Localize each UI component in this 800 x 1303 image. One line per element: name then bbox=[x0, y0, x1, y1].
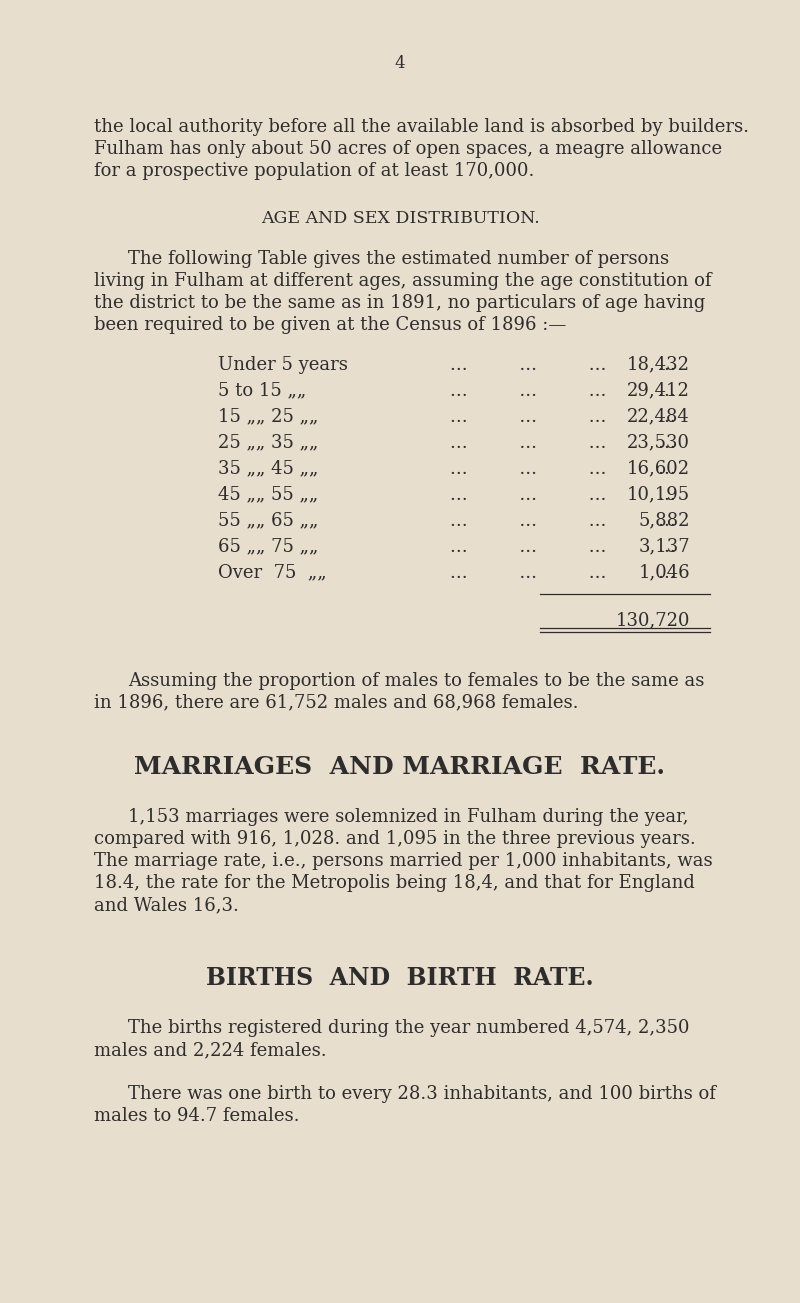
Text: 10,195: 10,195 bbox=[627, 486, 690, 503]
Text: the district to be the same as in 1891, no particulars of age having: the district to be the same as in 1891, … bbox=[94, 294, 706, 311]
Text: ...         ...         ...         ...: ... ... ... ... bbox=[450, 382, 676, 400]
Text: Fulham has only about 50 acres of open spaces, a meagre allowance: Fulham has only about 50 acres of open s… bbox=[94, 139, 722, 158]
Text: 23,530: 23,530 bbox=[627, 434, 690, 452]
Text: ...         ...         ...         ...: ... ... ... ... bbox=[450, 460, 676, 478]
Text: for a prospective population of at least 170,000.: for a prospective population of at least… bbox=[94, 162, 534, 180]
Text: 1,046: 1,046 bbox=[638, 564, 690, 581]
Text: 3,137: 3,137 bbox=[638, 538, 690, 555]
Text: living in Fulham at different ages, assuming the age constitution of: living in Fulham at different ages, assu… bbox=[94, 272, 711, 291]
Text: the local authority before all the available land is absorbed by builders.: the local authority before all the avail… bbox=[94, 119, 749, 136]
Text: ...         ...         ...         ...: ... ... ... ... bbox=[450, 564, 676, 581]
Text: 35 „„ 45 „„: 35 „„ 45 „„ bbox=[218, 460, 318, 478]
Text: and Wales 16,3.: and Wales 16,3. bbox=[94, 896, 239, 913]
Text: ...         ...         ...         ...: ... ... ... ... bbox=[450, 434, 676, 452]
Text: ...         ...         ...         ...: ... ... ... ... bbox=[450, 486, 676, 503]
Text: The births registered during the year numbered 4,574, 2,350: The births registered during the year nu… bbox=[128, 1019, 690, 1037]
Text: ...         ...         ...         ...: ... ... ... ... bbox=[450, 538, 676, 555]
Text: 18.4, the rate for the Metropolis being 18,4, and that for England: 18.4, the rate for the Metropolis being … bbox=[94, 874, 695, 893]
Text: The marriage rate, i.e., persons married per 1,000 inhabitants, was: The marriage rate, i.e., persons married… bbox=[94, 852, 713, 870]
Text: 22,484: 22,484 bbox=[627, 408, 690, 426]
Text: in 1896, there are 61,752 males and 68,968 females.: in 1896, there are 61,752 males and 68,9… bbox=[94, 693, 578, 711]
Text: 130,720: 130,720 bbox=[615, 611, 690, 629]
Text: Assuming the proportion of males to females to be the same as: Assuming the proportion of males to fema… bbox=[128, 671, 704, 689]
Text: The following Table gives the estimated number of persons: The following Table gives the estimated … bbox=[128, 250, 669, 268]
Text: Under 5 years: Under 5 years bbox=[218, 356, 348, 374]
Text: males to 94.7 females.: males to 94.7 females. bbox=[94, 1108, 299, 1126]
Text: compared with 916, 1,028. and 1,095 in the three previous years.: compared with 916, 1,028. and 1,095 in t… bbox=[94, 830, 696, 848]
Text: ...         ...         ...         ...: ... ... ... ... bbox=[450, 356, 676, 374]
Text: 5,882: 5,882 bbox=[638, 512, 690, 529]
Text: ...         ...         ...         ...: ... ... ... ... bbox=[450, 512, 676, 529]
Text: BIRTHS  AND  BIRTH  RATE.: BIRTHS AND BIRTH RATE. bbox=[206, 967, 594, 990]
Text: 16,602: 16,602 bbox=[627, 460, 690, 478]
Text: 15 „„ 25 „„: 15 „„ 25 „„ bbox=[218, 408, 318, 426]
Text: Over  75  „„: Over 75 „„ bbox=[218, 564, 326, 581]
Text: 18,432: 18,432 bbox=[627, 356, 690, 374]
Text: MARRIAGES  AND MARRIAGE  RATE.: MARRIAGES AND MARRIAGE RATE. bbox=[134, 756, 666, 779]
Text: 55 „„ 65 „„: 55 „„ 65 „„ bbox=[218, 512, 318, 529]
Text: AGE AND SEX DISTRIBUTION.: AGE AND SEX DISTRIBUTION. bbox=[261, 210, 539, 228]
Text: males and 2,224 females.: males and 2,224 females. bbox=[94, 1041, 326, 1059]
Text: 5 to 15 „„: 5 to 15 „„ bbox=[218, 382, 306, 400]
Text: been required to be given at the Census of 1896 :—: been required to be given at the Census … bbox=[94, 317, 566, 334]
Text: 4: 4 bbox=[394, 55, 406, 72]
Text: 25 „„ 35 „„: 25 „„ 35 „„ bbox=[218, 434, 318, 452]
Text: 29,412: 29,412 bbox=[627, 382, 690, 400]
Text: ...         ...         ...         ...: ... ... ... ... bbox=[450, 408, 676, 426]
Text: 65 „„ 75 „„: 65 „„ 75 „„ bbox=[218, 538, 318, 555]
Text: 45 „„ 55 „„: 45 „„ 55 „„ bbox=[218, 486, 318, 503]
Text: 1,153 marriages were solemnized in Fulham during the year,: 1,153 marriages were solemnized in Fulha… bbox=[128, 808, 689, 826]
Text: There was one birth to every 28.3 inhabitants, and 100 births of: There was one birth to every 28.3 inhabi… bbox=[128, 1085, 716, 1104]
